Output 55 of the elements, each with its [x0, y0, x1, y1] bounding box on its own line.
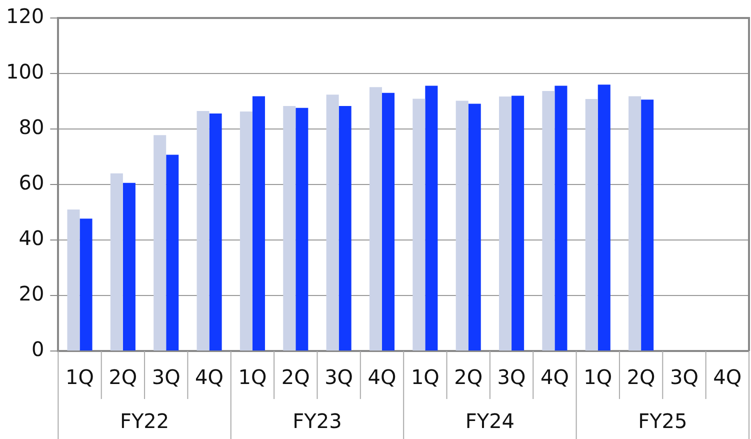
text: FY24	[465, 409, 515, 434]
bar	[468, 104, 481, 350]
bar	[554, 86, 568, 350]
text: FY23	[292, 409, 342, 434]
y-tick-label: 120	[6, 4, 44, 28]
x-tick-label: 2Q	[454, 365, 483, 390]
bar	[326, 94, 339, 350]
bar	[209, 113, 222, 350]
x-tick-label: 2Q	[281, 365, 310, 390]
x-tick-label: 4Q	[713, 365, 742, 390]
bar	[585, 99, 598, 350]
bar	[382, 92, 395, 350]
y-tick-label: 20	[18, 282, 44, 306]
bar	[166, 154, 179, 350]
x-tick-label: 4Q	[368, 365, 396, 390]
bar	[456, 100, 468, 350]
x-tick-label: 3Q	[324, 365, 354, 390]
bar	[338, 106, 352, 350]
bar	[412, 98, 426, 350]
bar	[296, 108, 308, 350]
x-tick-label: 4Q	[540, 365, 569, 390]
y-tick-label: 0	[31, 337, 44, 362]
bar	[154, 135, 166, 350]
text: FY25	[638, 409, 688, 434]
x-tick-label: 2Q	[108, 365, 138, 390]
bar	[425, 86, 438, 350]
bar	[67, 209, 80, 350]
bar	[252, 96, 265, 350]
y-tick-label: 40	[18, 226, 44, 250]
bar	[80, 218, 92, 350]
bar	[598, 84, 610, 350]
x-tick-label: 3Q	[152, 365, 180, 390]
bar	[110, 173, 123, 350]
x-tick-label: 1Q	[410, 365, 440, 390]
y-tick-label: 80	[18, 115, 44, 140]
y-tick-label: 60	[18, 170, 44, 195]
x-tick-label: 3Q	[670, 365, 698, 390]
bar	[196, 110, 210, 350]
bar	[122, 182, 136, 350]
x-tick-label: 1Q	[238, 365, 267, 390]
x-tick-label: 1Q	[66, 365, 94, 390]
bar	[283, 106, 296, 350]
y-tick-label: 100	[6, 60, 44, 84]
x-tick-label: 2Q	[626, 365, 656, 390]
x-tick-label: 1Q	[584, 365, 612, 390]
bar	[499, 96, 512, 350]
bar	[512, 96, 524, 350]
bar	[628, 96, 642, 350]
x-tick-label: 3Q	[497, 365, 526, 390]
bar	[369, 87, 382, 350]
bar	[641, 100, 654, 350]
x-tick-label: 4Q	[195, 365, 224, 390]
text: FY22	[120, 409, 170, 434]
bar	[542, 90, 555, 350]
bar	[240, 112, 252, 350]
